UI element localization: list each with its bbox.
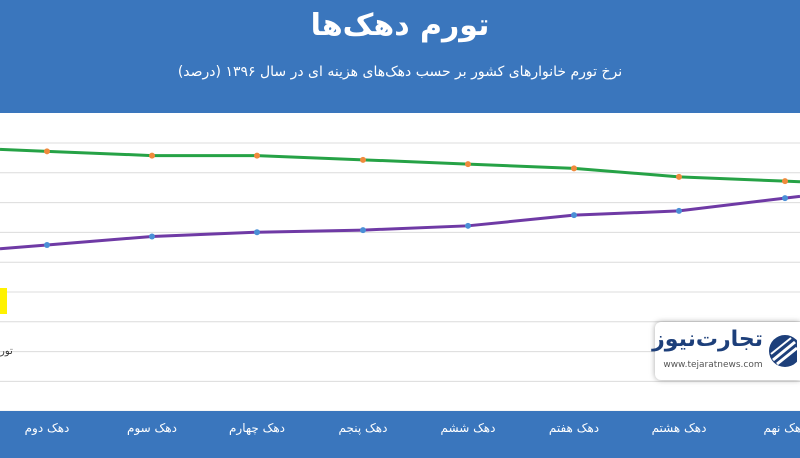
chart-subtitle: نرخ تورم خانوارهای کشور بر حسب دهک‌های ه… xyxy=(177,64,623,80)
x-tick-label: دهک نهم xyxy=(763,421,800,435)
data-point xyxy=(465,222,471,229)
x-tick-label: دهک هشتم xyxy=(651,421,707,435)
plot-area xyxy=(0,113,800,411)
series-label-fragment: تور xyxy=(0,346,13,357)
data-point xyxy=(676,207,682,214)
data-point xyxy=(360,156,366,163)
data-point xyxy=(44,148,50,155)
brand-emblem-icon xyxy=(769,335,797,367)
data-point xyxy=(676,173,682,180)
brand-url: www.tejaratnews.com xyxy=(663,360,763,370)
data-point xyxy=(149,233,155,240)
chart-header: تورم دهک‌ها نرخ تورم خانوارهای کشور بر ح… xyxy=(0,0,800,113)
data-point xyxy=(254,152,260,159)
data-point xyxy=(149,152,155,159)
x-tick-label: دهک سوم xyxy=(127,421,177,435)
watermark-logo: تجارت‌نیوز www.tejaratnews.com xyxy=(652,322,800,380)
x-tick-label: دهک پنجم xyxy=(338,421,388,435)
data-point xyxy=(782,178,788,185)
series-line-1 xyxy=(0,147,800,184)
data-point xyxy=(360,227,366,234)
data-point xyxy=(571,165,577,172)
line-chart xyxy=(0,142,800,411)
series-line-2 xyxy=(0,194,800,251)
x-tick-label: دهک چهارم xyxy=(228,421,286,435)
data-point xyxy=(44,241,50,248)
x-tick-label: دهک دوم xyxy=(24,421,70,435)
data-point xyxy=(465,161,471,168)
yellow-highlight-mark xyxy=(0,288,7,314)
data-point xyxy=(254,229,260,236)
data-point xyxy=(782,195,788,202)
x-tick-label: دهک هفتم xyxy=(548,421,600,435)
x-axis: دهک دوم دهک سوم دهک چهارم دهک پنجم دهک ششم ده… xyxy=(0,411,800,458)
brand-name: تجارت‌نیوز xyxy=(652,327,763,352)
data-point xyxy=(571,212,577,219)
chart-title: تورم دهک‌ها xyxy=(310,8,490,43)
x-tick-label: دهک ششم xyxy=(440,421,496,435)
